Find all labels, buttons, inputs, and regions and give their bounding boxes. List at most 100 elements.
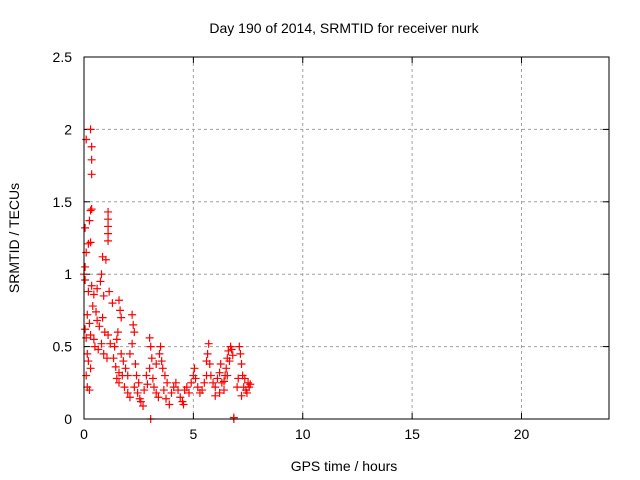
data-point-plus-marker	[142, 371, 151, 380]
data-point-plus-marker	[145, 333, 154, 342]
y-tick-label: 0	[64, 411, 72, 427]
data-point-plus-marker	[236, 349, 245, 358]
data-point-plus-marker	[167, 388, 176, 397]
data-point-plus-marker	[203, 349, 212, 358]
data-point-plus-marker	[83, 349, 92, 358]
data-point-plus-marker	[86, 206, 95, 215]
data-point-plus-marker	[115, 378, 123, 387]
data-point-plus-marker	[99, 291, 108, 300]
data-point-plus-marker	[86, 331, 95, 340]
data-point-plus-marker	[139, 401, 148, 410]
data-point-plus-marker	[157, 357, 166, 366]
data-point-plus-marker	[150, 383, 158, 392]
data-point-plus-marker	[87, 155, 96, 164]
data-point-plus-marker	[88, 302, 97, 311]
data-point-plus-marker	[206, 371, 215, 380]
data-point-plus-marker	[227, 345, 236, 354]
data-point-plus-marker	[84, 239, 93, 248]
data-point-plus-marker	[145, 364, 154, 373]
data-point-plus-marker	[159, 386, 168, 395]
data-point-plus-marker	[237, 391, 246, 400]
data-point-plus-marker	[119, 357, 128, 366]
data-point-plus-marker	[130, 328, 139, 337]
data-point-plus-marker	[104, 222, 113, 231]
data-point-plus-marker	[81, 262, 90, 271]
data-point-plus-marker	[110, 342, 119, 351]
data-point-plus-marker	[87, 170, 96, 179]
chart-title: Day 190 of 2014, SRMTID for receiver nur…	[209, 20, 479, 36]
data-point-plus-marker	[148, 374, 157, 383]
data-point-plus-marker	[132, 371, 141, 380]
data-point-plus-marker	[205, 359, 214, 368]
data-point-plus-marker	[116, 306, 125, 315]
data-point-plus-marker	[121, 364, 130, 373]
data-point-plus-marker	[86, 125, 95, 134]
data-point-plus-marker	[84, 357, 93, 366]
data-point-plus-marker	[204, 339, 213, 348]
data-point-plus-marker	[81, 325, 90, 334]
data-point-plus-marker	[209, 378, 218, 387]
data-point-plus-marker	[98, 313, 107, 322]
data-point-plus-marker	[97, 339, 106, 348]
data-point-plus-marker	[125, 393, 134, 402]
x-tick-label: 5	[189, 426, 197, 442]
data-point-plus-marker	[104, 207, 113, 216]
data-point-plus-marker	[97, 270, 106, 279]
x-tick-label: 15	[404, 426, 420, 442]
data-point-plus-marker	[109, 354, 118, 363]
data-point-plus-marker	[98, 252, 107, 261]
data-point-plus-marker	[113, 328, 122, 337]
data-point-plus-marker	[140, 386, 149, 395]
data-point-plus-marker	[154, 393, 163, 402]
data-point-plus-marker	[92, 307, 101, 316]
y-tick-label: 1	[64, 266, 72, 282]
plot-frame	[83, 56, 610, 420]
data-point-plus-marker	[215, 368, 224, 377]
data-point-plus-marker	[156, 342, 165, 351]
data-point-plus-marker	[104, 236, 113, 245]
grid-lines	[84, 57, 609, 419]
data-point-plus-marker	[220, 386, 228, 395]
data-point-plus-marker	[242, 388, 251, 397]
data-point-plus-marker	[198, 386, 207, 395]
data-point-plus-marker	[95, 322, 104, 331]
data-point-plus-marker	[133, 388, 142, 397]
data-point-plus-marker	[117, 313, 126, 322]
data-point-plus-marker	[193, 383, 202, 392]
data-point-plus-marker	[246, 380, 255, 389]
data-point-plus-marker	[235, 342, 244, 351]
data-point-plus-marker	[86, 364, 95, 373]
data-point-plus-marker	[163, 378, 172, 387]
data-point-plus-marker	[112, 335, 121, 344]
data-point-plus-marker	[200, 378, 209, 387]
data-point-plus-marker	[129, 320, 138, 329]
data-point-plus-marker	[217, 378, 226, 387]
data-point-plus-marker	[190, 364, 199, 373]
data-point-plus-marker	[179, 400, 188, 409]
data-point-plus-marker	[134, 378, 143, 387]
data-point-plus-marker	[128, 310, 137, 319]
x-axis-label: GPS time / hours	[291, 458, 398, 474]
data-point-plus-marker	[85, 216, 94, 225]
data-point-plus-marker	[165, 400, 174, 409]
data-point-plus-marker	[112, 374, 121, 383]
data-point-plus-marker	[94, 345, 103, 354]
data-point-plus-marker	[237, 359, 246, 368]
data-point-plus-marker	[229, 413, 238, 422]
data-point-plus-marker	[123, 371, 132, 380]
data-point-plus-marker	[152, 388, 161, 397]
data-point-plus-marker	[187, 378, 196, 387]
data-point-plus-marker	[111, 362, 120, 371]
data-points	[80, 125, 255, 423]
data-point-plus-marker	[185, 388, 193, 397]
data-point-plus-marker	[222, 364, 231, 373]
data-point-plus-marker	[105, 287, 114, 296]
data-point-plus-marker	[182, 383, 191, 392]
data-point-plus-marker	[169, 383, 178, 392]
y-tick-label: 2	[64, 121, 72, 137]
data-point-plus-marker	[85, 386, 94, 395]
data-point-plus-marker	[83, 310, 92, 319]
data-point-plus-marker	[216, 359, 225, 368]
data-point-plus-marker	[160, 371, 169, 380]
